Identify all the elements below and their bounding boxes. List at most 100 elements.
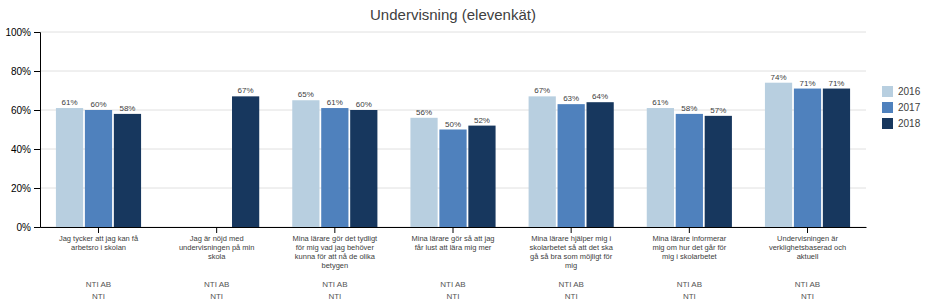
legend-item: 2018 <box>882 118 921 129</box>
x-tick-label-line: Mina lärare informerar <box>652 234 726 243</box>
legend: 2016 2017 2018 <box>882 86 921 129</box>
bar <box>676 114 703 227</box>
x-tick-label-line: mig om hur det går för <box>652 243 726 252</box>
grid-line <box>40 71 866 72</box>
bar <box>765 83 792 227</box>
x-tick-label-line: Jag är nöjd med <box>190 234 244 243</box>
x-tick-mark <box>216 227 217 233</box>
grid <box>40 32 866 227</box>
x-tick-label-line: skolarbetet så att det ska <box>529 243 613 252</box>
data-label: 65% <box>298 90 314 99</box>
annotation: NTI AB <box>558 280 583 289</box>
bar <box>794 89 821 227</box>
x-tick-label-line: Mina lärare hjälper mig i <box>531 234 611 243</box>
x-tick-label: Undervisningen ärverklighetsbaserad ocha… <box>769 234 846 261</box>
annotation: NTI <box>565 292 578 301</box>
x-tick-label-line: mig <box>565 261 577 270</box>
x-tick-label-line: aktuell <box>797 252 819 261</box>
y-axis: 0%20%40%60%80%100% <box>5 27 40 233</box>
bar <box>468 126 495 227</box>
legend-swatch <box>882 118 893 129</box>
x-tick-label-line: får lust att lära mig mer <box>415 243 492 252</box>
y-tick: 100% <box>5 27 40 38</box>
y-tick-label: 80% <box>11 66 31 77</box>
bar <box>439 130 466 228</box>
data-label: 71% <box>799 79 815 88</box>
x-tick-label-line: Jag tycker att jag kan få <box>59 234 139 243</box>
annotation: NTI <box>447 292 460 301</box>
x-tick-label: Jag tycker att jag kan fåarbetsro i skol… <box>59 234 139 252</box>
legend-item: 2017 <box>882 102 921 113</box>
data-label: 57% <box>710 106 726 115</box>
grid-line <box>40 110 866 111</box>
bar <box>85 110 112 227</box>
x-tick: Mina lärare gör det tydligtför mig vad j… <box>293 227 379 270</box>
legend-label: 2016 <box>898 86 921 97</box>
bar <box>56 108 83 227</box>
x-tick: Mina lärare informerarmig om hur det går… <box>652 227 726 261</box>
x-tick-label: Mina lärare informerarmig om hur det går… <box>652 234 726 261</box>
bar <box>292 100 319 227</box>
y-tick-mark <box>34 110 40 111</box>
data-label: 61% <box>62 98 78 107</box>
legend-label: 2018 <box>898 118 921 129</box>
x-tick-mark <box>453 227 454 233</box>
bar <box>558 104 585 227</box>
bar <box>114 114 141 227</box>
x-tick-label-line: undervisningen på min <box>179 243 254 252</box>
x-tick-label: Mina lärare gör det tydligtför mig vad j… <box>293 234 379 270</box>
annotation-row: NTI ABNTI ABNTI ABNTI ABNTI ABNTI ABNTI … <box>86 280 820 289</box>
annotation-row: NTI NTI NTI NTI NTI NTI NTI <box>92 292 814 301</box>
x-tick-label-line: för mig vad jag behöver <box>296 243 375 252</box>
data-label: 60% <box>356 100 372 109</box>
y-tick-label: 0% <box>17 222 32 233</box>
bar <box>587 102 614 227</box>
data-label: 61% <box>652 98 668 107</box>
data-label: 58% <box>681 104 697 113</box>
annotation: NTI <box>683 292 696 301</box>
legend-swatch <box>882 102 893 113</box>
y-tick-label: 60% <box>11 105 31 116</box>
annotation: NTI AB <box>440 280 465 289</box>
data-label: 56% <box>416 108 432 117</box>
data-label: 67% <box>238 86 254 95</box>
y-tick-mark <box>34 188 40 189</box>
annotation: NTI <box>801 292 814 301</box>
x-tick-label-line: kunna för att nå de olika <box>295 252 376 261</box>
bar <box>350 110 377 227</box>
y-tick: 80% <box>11 66 40 77</box>
data-label: 64% <box>592 92 608 101</box>
x-tick-label: Mina lärare hjälper mig iskolarbetet så … <box>529 234 613 270</box>
annotation: NTI <box>92 292 105 301</box>
annotation: NTI AB <box>204 280 229 289</box>
data-label: 52% <box>474 116 490 125</box>
annotation: NTI <box>328 292 341 301</box>
x-tick-label-line: Mina lärare gör så att jag <box>412 234 495 243</box>
y-tick-mark <box>34 32 40 33</box>
annotation: NTI AB <box>795 280 820 289</box>
annotation: NTI <box>210 292 223 301</box>
x-tick-label-line: arbetsro i skolan <box>71 243 126 252</box>
x-tick: Jag tycker att jag kan fåarbetsro i skol… <box>59 227 139 252</box>
y-tick-mark <box>34 149 40 150</box>
legend-label: 2017 <box>898 102 921 113</box>
x-tick-label-line: verklighetsbaserad och <box>769 243 846 252</box>
data-label: 60% <box>90 100 106 109</box>
bar <box>529 96 556 227</box>
y-tick-mark <box>34 227 40 228</box>
x-tick-mark <box>689 227 690 233</box>
bar <box>705 116 732 227</box>
bar <box>823 89 850 227</box>
x-tick-label-line: Mina lärare gör det tydligt <box>293 234 379 243</box>
data-label: 58% <box>119 104 135 113</box>
x-tick-mark <box>98 227 99 233</box>
x-tick-label-line: skola <box>208 252 226 261</box>
y-axis-line <box>34 33 41 228</box>
y-tick: 20% <box>11 183 40 194</box>
annotation: NTI AB <box>677 280 702 289</box>
plot: 0%20%40%60%80%100%61%65%56%67%61%74%60%6… <box>5 27 866 301</box>
x-tick-mark <box>807 227 808 233</box>
y-tick: 60% <box>11 105 40 116</box>
bars <box>56 83 850 227</box>
bar <box>321 108 348 227</box>
